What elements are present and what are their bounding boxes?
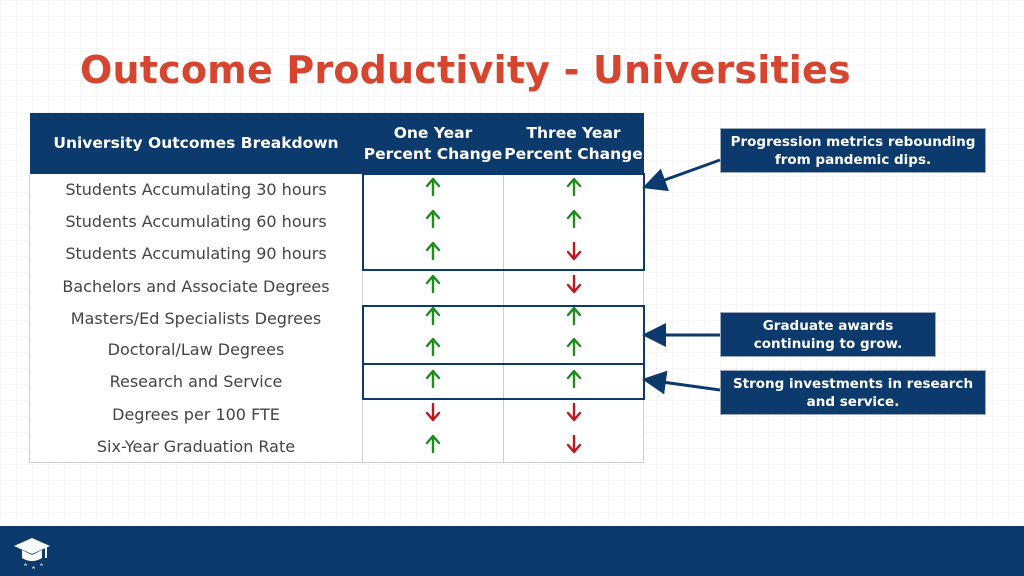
table-row: Bachelors and Associate Degrees: [29, 269, 644, 303]
arrow-up-icon: [425, 209, 441, 233]
row-label: Degrees per 100 FTE: [29, 398, 363, 431]
arrow-up-icon: [425, 369, 441, 393]
row-label: Students Accumulating 60 hours: [29, 205, 363, 238]
graduation-cap-logo-icon: [14, 538, 50, 569]
arrow-up-icon: [425, 306, 441, 330]
one-year-cell: [362, 397, 504, 431]
header-three-year-line2: Percent Change: [504, 144, 643, 163]
row-label: Bachelors and Associate Degrees: [29, 269, 363, 303]
header-one-year-line2: Percent Change: [363, 144, 503, 163]
arrow-up-icon: [566, 338, 582, 361]
callout-research: Strong investments in research and servi…: [720, 370, 986, 415]
pointer-progression: [642, 158, 721, 192]
header-one-year: One Year Percent Change: [362, 113, 504, 174]
one-year-cell: [362, 430, 504, 464]
arrow-down-icon: [425, 402, 441, 426]
arrow-up-icon: [425, 434, 441, 458]
table-row: Degrees per 100 FTE: [29, 397, 644, 431]
header-breakdown: University Outcomes Breakdown: [29, 113, 363, 174]
row-label: Six-Year Graduation Rate: [29, 430, 363, 464]
row-label: Research and Service: [29, 365, 363, 399]
arrow-up-icon: [566, 209, 582, 233]
three-year-cell: [503, 302, 644, 334]
three-year-cell: [503, 269, 644, 303]
table-row: Students Accumulating 90 hours: [29, 237, 644, 270]
page-title: Outcome Productivity - Universities: [80, 48, 851, 92]
arrow-up-icon: [566, 369, 582, 393]
row-label: Doctoral/Law Degrees: [29, 333, 363, 366]
one-year-cell: [362, 302, 504, 334]
header-three-year-line1: Three Year: [526, 123, 621, 142]
table-row: Doctoral/Law Degrees: [29, 333, 644, 366]
callout-progression: Progression metrics rebounding from pand…: [720, 128, 986, 173]
arrow-down-icon: [566, 434, 582, 458]
one-year-cell: [362, 333, 504, 366]
outcomes-table: University Outcomes Breakdown One Year P…: [29, 113, 644, 464]
three-year-cell: [503, 365, 644, 399]
one-year-cell: [362, 205, 504, 238]
callout-graduate: Graduate awards continuing to grow.: [720, 312, 936, 357]
footer-bar: [0, 526, 1024, 576]
callout-graduate-text: Graduate awards continuing to grow.: [753, 317, 903, 352]
arrow-up-icon: [425, 241, 441, 265]
arrow-down-icon: [566, 402, 582, 426]
one-year-cell: [362, 174, 504, 206]
callout-progression-text: Progression metrics rebounding from pand…: [730, 133, 976, 168]
arrow-up-icon: [425, 274, 441, 298]
table-row: Research and Service: [29, 365, 644, 399]
table-header-row: University Outcomes Breakdown One Year P…: [29, 113, 644, 174]
arrow-up-icon: [566, 306, 582, 330]
three-year-cell: [503, 397, 644, 431]
three-year-cell: [503, 430, 644, 464]
one-year-cell: [362, 365, 504, 399]
row-label: Students Accumulating 90 hours: [29, 237, 363, 270]
table-row: Six-Year Graduation Rate: [29, 430, 644, 464]
row-label: Masters/Ed Specialists Degrees: [29, 302, 363, 334]
three-year-cell: [503, 333, 644, 366]
arrow-down-icon: [566, 241, 582, 265]
three-year-cell: [503, 237, 644, 270]
header-three-year: Three Year Percent Change: [503, 113, 644, 174]
header-one-year-line1: One Year: [393, 123, 473, 142]
arrow-up-icon: [425, 178, 441, 201]
pointer-research: [642, 370, 721, 395]
table-row: Students Accumulating 30 hours: [29, 174, 644, 206]
one-year-cell: [362, 237, 504, 270]
arrow-up-icon: [425, 338, 441, 361]
three-year-cell: [503, 174, 644, 206]
callout-research-text: Strong investments in research and servi…: [732, 375, 974, 410]
table-row: Students Accumulating 60 hours: [29, 205, 644, 238]
three-year-cell: [503, 205, 644, 238]
table-row: Masters/Ed Specialists Degrees: [29, 302, 644, 334]
arrow-down-icon: [566, 274, 582, 298]
row-label: Students Accumulating 30 hours: [29, 174, 363, 206]
one-year-cell: [362, 269, 504, 303]
arrow-up-icon: [566, 178, 582, 201]
